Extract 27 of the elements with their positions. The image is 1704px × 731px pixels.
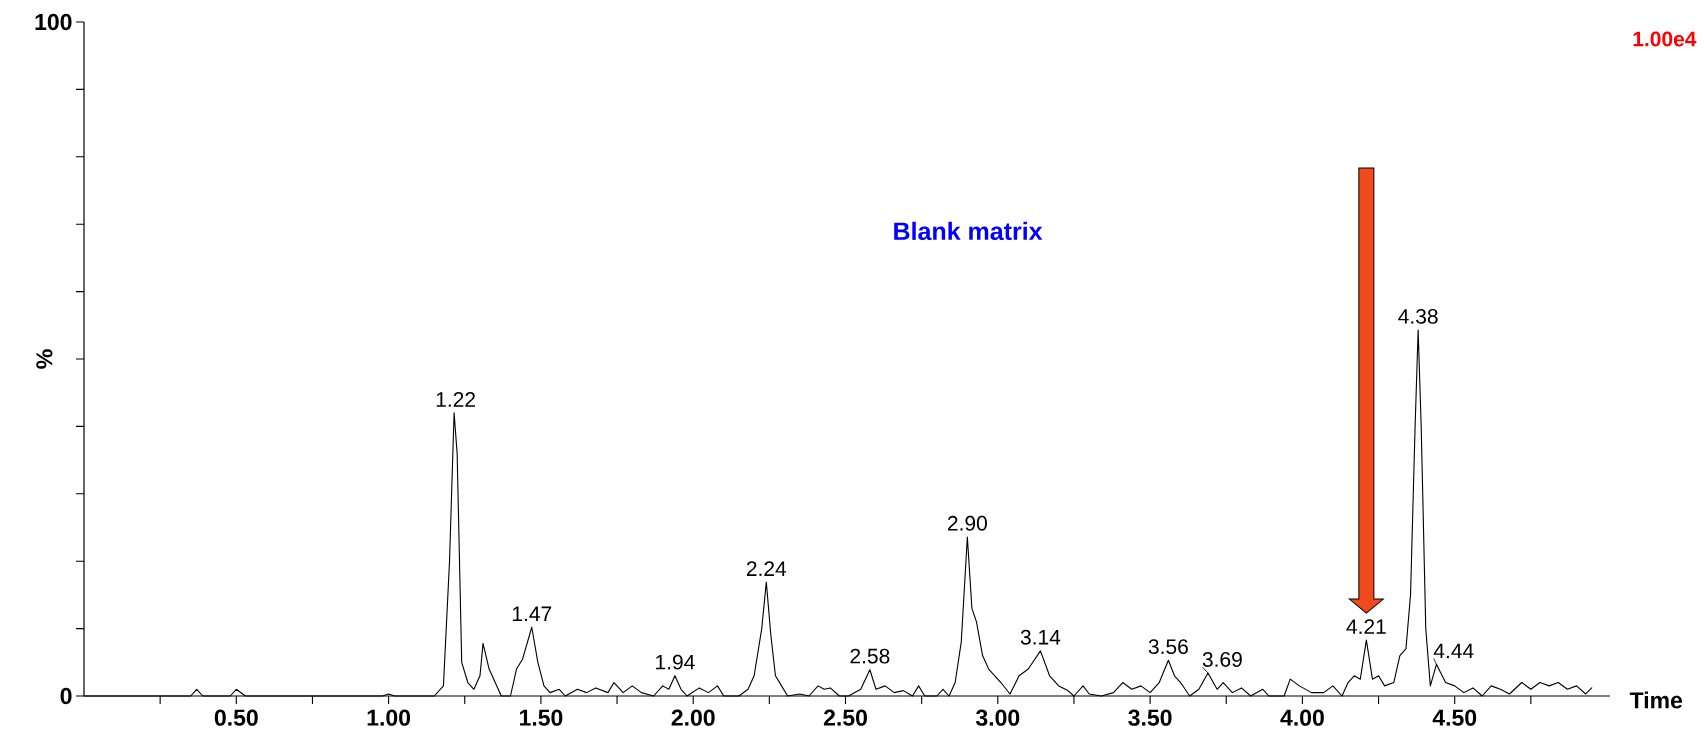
annotation: 2.58: [850, 648, 890, 664]
x-tick-label: 2.00: [671, 709, 715, 726]
annotation: 2.24: [746, 561, 787, 576]
annotation: 2.90: [947, 515, 987, 531]
x-tick-label: 3.00: [975, 709, 1020, 726]
annotation: 3.14: [1020, 629, 1061, 645]
annotation: 4.44: [1433, 643, 1474, 659]
y-tick-label: 0: [60, 687, 72, 705]
x-axis-title: Time: [1629, 691, 1683, 709]
annotation: 3.69: [1202, 652, 1242, 667]
x-tick-label: 1.00: [367, 709, 411, 726]
annotation: 1.94: [656, 654, 695, 670]
annotation: 1.22: [436, 392, 475, 407]
x-tick-label: 2.50: [823, 709, 867, 726]
annotation: 4.38: [1398, 308, 1438, 324]
x-tick-label: 3.50: [1128, 709, 1172, 726]
annotation: 3.56: [1148, 639, 1188, 655]
x-tick-label: 4.50: [1432, 709, 1477, 726]
text: Blank matrix: [894, 221, 1043, 241]
x-tick-label: 0.50: [214, 709, 258, 726]
annotation: 1.47: [512, 606, 552, 622]
y-tick-label: 100: [35, 13, 72, 31]
annotation: 4.21: [1346, 619, 1386, 634]
text: 1.00e4: [1633, 31, 1697, 47]
x-tick-label: 4.00: [1280, 709, 1324, 726]
y-axis-title: %: [36, 349, 53, 369]
x-tick-label: 1.50: [519, 709, 563, 726]
